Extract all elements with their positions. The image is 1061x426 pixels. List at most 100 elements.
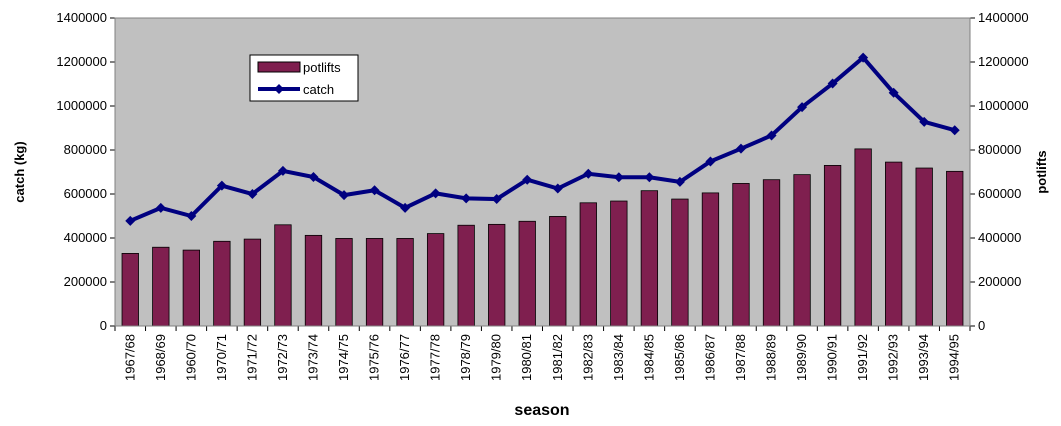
marker <box>308 172 319 183</box>
marker <box>797 102 808 113</box>
y2-axis-label: potlifts <box>1034 150 1049 193</box>
bar <box>701 192 720 327</box>
bar <box>854 148 872 327</box>
bar <box>732 183 750 327</box>
y2-tick-label: 400000 <box>978 230 1021 245</box>
y-tick-label: 400000 <box>64 230 107 245</box>
marker <box>919 116 930 127</box>
x-tick-label: 1967/68 <box>122 334 137 381</box>
x-tick-label: 1979/80 <box>489 334 504 381</box>
y2-tick-label: 1400000 <box>978 10 1029 25</box>
plot-area <box>115 18 970 326</box>
plot-border <box>114 17 971 327</box>
x-tick-label: 1986/87 <box>702 334 717 381</box>
bar <box>426 233 445 327</box>
bar <box>793 174 811 327</box>
bar <box>457 224 475 327</box>
bar <box>243 238 262 327</box>
bar <box>121 252 139 327</box>
x-tick-label: 1977/78 <box>428 334 443 381</box>
marker <box>888 87 899 98</box>
x-tick-label: 1992/93 <box>886 334 901 381</box>
x-tick-label: 1970/71 <box>214 334 229 381</box>
marker <box>186 211 197 221</box>
x-tick-label: 1983/84 <box>611 334 626 381</box>
bar <box>671 198 689 327</box>
bar <box>823 164 842 327</box>
x-tick-label: 1981/82 <box>550 334 565 381</box>
y-tick-label: 1000000 <box>56 98 107 113</box>
x-tick-label: 1960/70 <box>183 334 198 381</box>
y2-tick-label: 600000 <box>978 186 1021 201</box>
marker <box>277 165 288 176</box>
bar <box>885 161 903 327</box>
y2-tick-label: 0 <box>978 318 985 333</box>
marker <box>644 172 655 183</box>
marker <box>125 215 136 226</box>
x-tick-label: 1980/81 <box>519 334 534 381</box>
bar <box>335 238 353 327</box>
bar <box>182 249 200 327</box>
marker <box>827 78 838 89</box>
y2-tick-label: 1200000 <box>978 54 1029 69</box>
y2-tick-label: 800000 <box>978 142 1021 157</box>
marker <box>735 143 746 154</box>
x-tick-label: 1971/72 <box>244 334 259 381</box>
y-tick-label: 0 <box>100 318 107 333</box>
bar <box>488 223 506 327</box>
legend-label: potlifts <box>303 60 341 75</box>
x-tick-label: 1973/74 <box>305 334 320 381</box>
y-tick-label: 1400000 <box>56 10 107 25</box>
x-tick-label: 1972/73 <box>275 334 290 381</box>
bar <box>762 179 781 327</box>
x-tick-label: 1987/88 <box>733 334 748 381</box>
marker <box>522 174 533 185</box>
line <box>129 54 956 223</box>
x-tick-label: 1982/83 <box>580 334 595 381</box>
bar <box>304 234 323 327</box>
marker <box>705 156 716 167</box>
y-axis-label: catch (kg) <box>12 141 27 202</box>
y-tick-label: 600000 <box>64 186 107 201</box>
legend-marker <box>274 84 284 94</box>
legend-swatch <box>257 61 301 73</box>
marker <box>155 202 166 213</box>
marker <box>247 189 258 199</box>
marker <box>613 172 624 183</box>
bar <box>518 220 536 327</box>
marker <box>552 183 563 194</box>
x-tick-label: 1974/75 <box>336 334 351 381</box>
x-axis-label: season <box>514 402 569 419</box>
legend: potlifts catch <box>249 54 359 102</box>
y2-tick-label: 1000000 <box>978 98 1029 113</box>
x-tick-label: 1990/91 <box>825 334 840 381</box>
bar <box>549 216 567 327</box>
marker <box>369 185 380 196</box>
bar <box>152 246 170 327</box>
bar <box>213 240 231 327</box>
x-tick-label: 1985/86 <box>672 334 687 381</box>
bar <box>579 202 597 327</box>
bar <box>396 238 414 327</box>
x-tick-label: 1988/89 <box>764 334 779 381</box>
x-tick-label: 1993/94 <box>916 334 931 381</box>
y2-tick-label: 200000 <box>978 274 1021 289</box>
marker <box>430 188 441 199</box>
marker <box>216 180 227 191</box>
bar <box>610 200 628 327</box>
x-tick-label: 1984/85 <box>641 334 656 381</box>
marker <box>766 130 777 141</box>
bar <box>946 170 964 327</box>
x-tick-label: 1994/95 <box>947 334 962 381</box>
y-tick-label: 200000 <box>64 274 107 289</box>
bar <box>274 224 292 327</box>
x-tick-label: 1978/79 <box>458 334 473 381</box>
bar <box>365 238 384 327</box>
marker <box>674 176 685 187</box>
marker <box>461 193 472 204</box>
y-tick-label: 800000 <box>64 142 107 157</box>
x-tick-label: 1976/77 <box>397 334 412 381</box>
x-tick-label: 1975/76 <box>367 334 382 381</box>
bar <box>640 190 659 327</box>
